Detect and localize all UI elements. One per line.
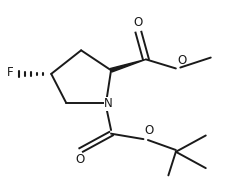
Text: O: O — [177, 54, 186, 67]
Text: O: O — [75, 153, 84, 166]
Text: O: O — [134, 16, 143, 29]
Text: F: F — [7, 66, 14, 79]
Text: O: O — [145, 124, 154, 137]
Text: N: N — [104, 97, 113, 110]
Polygon shape — [110, 59, 146, 72]
